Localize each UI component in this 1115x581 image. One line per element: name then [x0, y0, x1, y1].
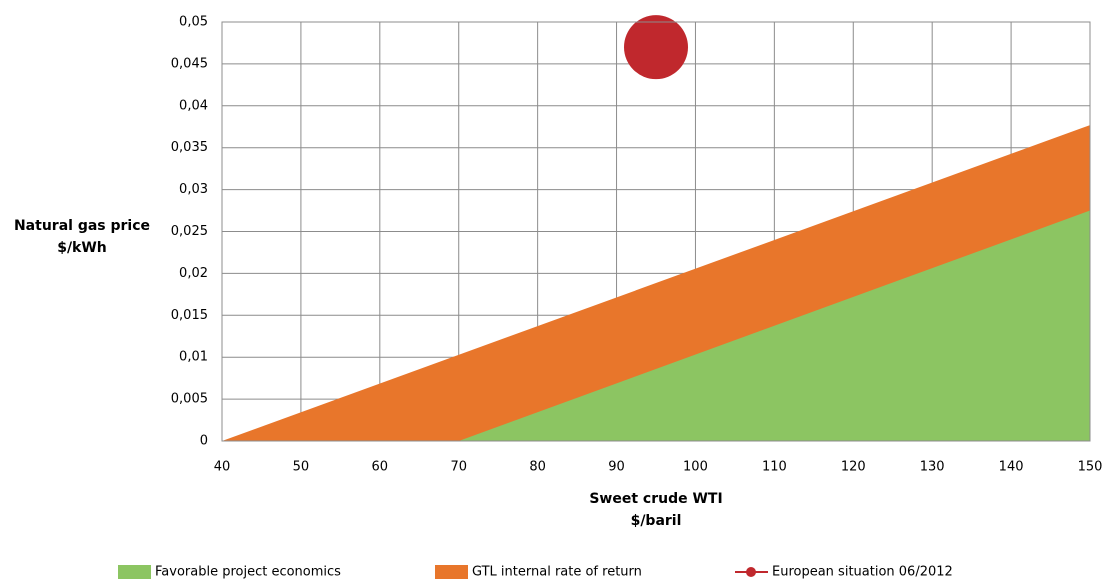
- x-axis-title: $/baril: [631, 513, 682, 529]
- x-tick-label: 120: [841, 460, 866, 475]
- scatter-point: [624, 15, 688, 80]
- x-tick-label: 80: [529, 460, 546, 475]
- x-tick-label: 50: [293, 460, 310, 475]
- x-tick-label: 140: [999, 460, 1024, 475]
- y-tick-label: 0,035: [171, 140, 208, 155]
- x-axis-title: Sweet crude WTI: [589, 491, 722, 507]
- x-tick-label: 110: [762, 460, 787, 475]
- area: [458, 210, 1090, 441]
- legend-swatch: [746, 567, 756, 577]
- y-tick-label: 0,025: [171, 224, 208, 239]
- y-tick-label: 0,015: [171, 308, 208, 323]
- x-tick-label: 70: [450, 460, 467, 475]
- legend-swatch: [435, 565, 468, 579]
- legend-swatch: [118, 565, 151, 579]
- legend-label: Favorable project economics: [155, 565, 341, 580]
- x-tick-label: 40: [214, 460, 231, 475]
- y-tick-label: 0,01: [179, 350, 208, 365]
- y-tick-label: 0,03: [179, 182, 208, 197]
- y-tick-label: 0,005: [171, 392, 208, 407]
- x-tick-label: 150: [1078, 460, 1103, 475]
- y-tick-label: 0: [200, 434, 208, 449]
- legend-label: European situation 06/2012: [772, 565, 953, 580]
- x-tick-label: 100: [683, 460, 708, 475]
- x-tick-label: 60: [372, 460, 389, 475]
- legend-label: GTL internal rate of return: [472, 565, 642, 580]
- y-tick-label: 0,05: [179, 15, 208, 30]
- x-tick-label: 90: [608, 460, 625, 475]
- plot-border: [221, 21, 1091, 442]
- y-tick-label: 0,045: [171, 56, 208, 71]
- x-tick-label: 130: [920, 460, 945, 475]
- y-axis-title: $/kWh: [57, 240, 107, 256]
- y-tick-label: 0,02: [179, 266, 208, 281]
- y-tick-label: 0,04: [179, 98, 208, 113]
- y-axis-title: Natural gas price: [14, 218, 150, 234]
